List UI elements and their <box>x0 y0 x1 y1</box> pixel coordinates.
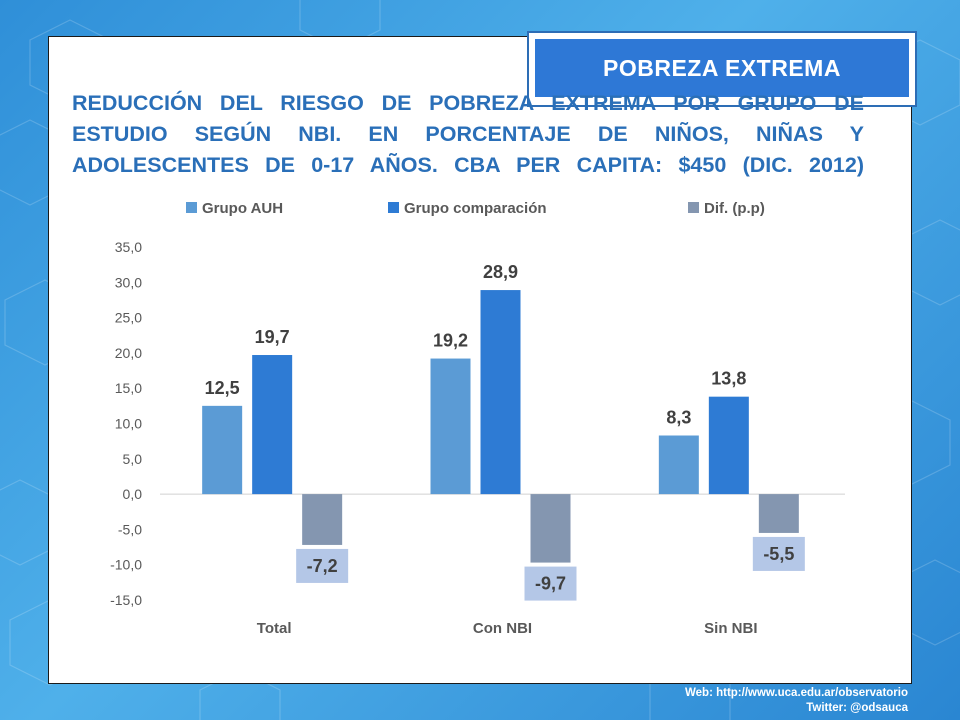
legend-swatch <box>688 202 699 213</box>
slide-title-line-1: REDUCCIÓN DEL RIESGO DE POBREZA EXTREMA … <box>72 91 864 115</box>
bar-data-label: -7,2 <box>307 556 338 576</box>
bar-comparacion <box>480 290 521 495</box>
y-tick-label: 20,0 <box>115 345 142 361</box>
bar-data-label: 13,8 <box>711 369 746 389</box>
data-label-box <box>296 548 349 583</box>
bar-data-label: 28,9 <box>483 262 518 282</box>
bar-dif <box>302 494 343 545</box>
y-tick-label: 25,0 <box>115 310 142 326</box>
bar-comparacion <box>252 355 293 495</box>
legend-label: Grupo AUH <box>202 200 283 217</box>
x-category-label: Sin NBI <box>704 620 757 637</box>
y-tick-label: -10,0 <box>110 557 142 573</box>
x-category-label: Con NBI <box>473 620 532 637</box>
y-tick-label: 5,0 <box>123 451 143 467</box>
data-label-box <box>524 566 577 601</box>
bar-data-label: 12,5 <box>205 378 240 398</box>
y-tick-label: -5,0 <box>118 521 142 537</box>
y-tick-label: 10,0 <box>115 416 142 432</box>
bar-dif <box>758 494 799 533</box>
section-badge: POBREZA EXTREMA <box>527 31 917 107</box>
bar-data-label: -5,5 <box>763 544 794 564</box>
legend-swatch <box>186 202 197 213</box>
y-tick-label: 35,0 <box>115 239 142 255</box>
legend-label: Dif. (p.p) <box>704 200 765 217</box>
bar-auh <box>430 358 471 495</box>
section-badge-fill: POBREZA EXTREMA <box>535 39 909 97</box>
footer-credits: Web: http://www.uca.edu.ar/observatorio … <box>685 686 908 716</box>
slide-panel: POBREZA EXTREMA <box>48 31 917 684</box>
y-tick-label: 0,0 <box>123 486 143 502</box>
slide-title: REDUCCIÓN DEL RIESGO DE POBREZA EXTREMA … <box>72 88 864 181</box>
legend-label: Grupo comparación <box>404 200 547 217</box>
section-badge-label: POBREZA EXTREMA <box>603 54 841 81</box>
x-category-label: Total <box>257 620 292 637</box>
footer-web[interactable]: Web: http://www.uca.edu.ar/observatorio <box>685 687 908 699</box>
y-tick-label: 30,0 <box>115 274 142 290</box>
bar-data-label: 19,2 <box>433 331 468 351</box>
bar-data-label: 8,3 <box>666 408 691 428</box>
bar-auh <box>658 435 699 495</box>
bar-auh <box>202 405 243 495</box>
y-tick-label: 15,0 <box>115 380 142 396</box>
bar-comparacion <box>708 396 749 495</box>
data-label-box <box>752 536 805 571</box>
footer-twitter[interactable]: Twitter: @odsauca <box>806 702 908 714</box>
bar-data-label: 19,7 <box>255 327 290 347</box>
legend-swatch <box>388 202 399 213</box>
slide-title-line-2: ESTUDIO SEGÚN NBI. EN PORCENTAJE DE NIÑO… <box>72 122 864 146</box>
bar-dif <box>530 494 571 563</box>
slide-title-line-3: ADOLESCENTES DE 0-17 AÑOS. CBA PER CAPIT… <box>72 153 864 177</box>
y-tick-label: -15,0 <box>110 592 142 608</box>
bar-data-label: -9,7 <box>535 574 566 594</box>
